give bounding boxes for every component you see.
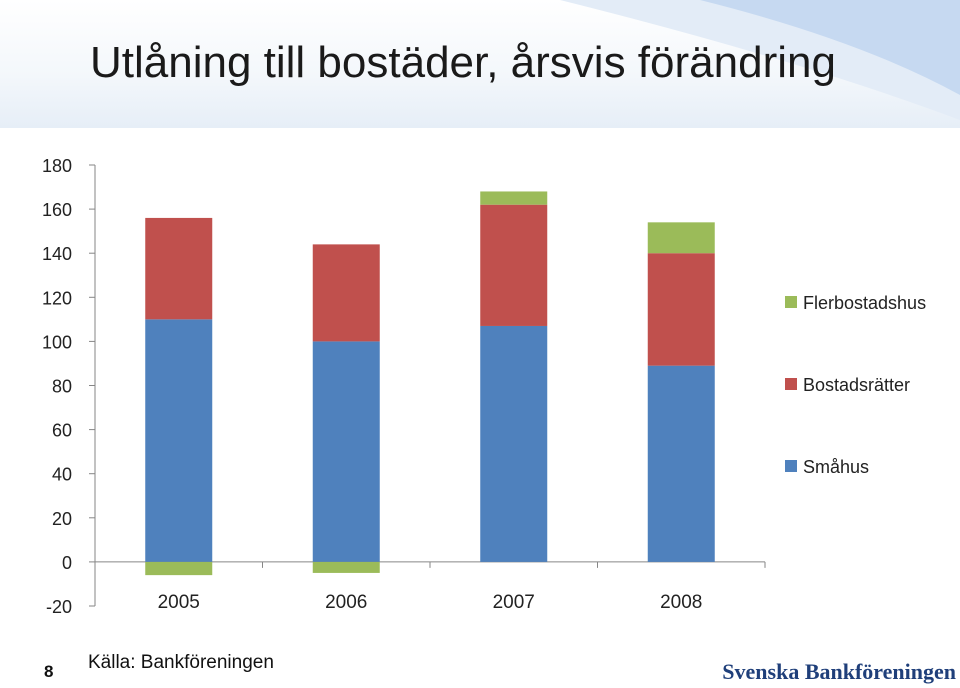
header-swoosh-graphic <box>560 0 960 120</box>
bar-bostadsr-tter-2006 <box>312 244 380 342</box>
bar-bostadsr-tter-2005 <box>145 217 213 320</box>
y-tick-label: 180 <box>42 156 72 176</box>
y-tick-label: 140 <box>42 244 72 264</box>
legend-label: Bostadsrätter <box>803 375 910 395</box>
y-tick-label: 20 <box>52 509 72 529</box>
source-note: Källa: Bankföreningen <box>88 652 274 673</box>
bar-sm-hus-2006 <box>312 341 380 562</box>
y-tick-label: 120 <box>42 288 72 308</box>
x-tick-label: 2008 <box>660 592 702 613</box>
legend-label: Flerbostadshus <box>803 293 926 313</box>
bar-sm-hus-2008 <box>647 365 715 562</box>
legend-label: Småhus <box>803 457 869 477</box>
legend-swatch <box>785 296 797 308</box>
page-number: 8 <box>44 662 54 681</box>
y-tick-label: 0 <box>62 553 72 573</box>
bar-sm-hus-2005 <box>145 319 213 562</box>
bar-flerbostadshus-2005 <box>145 561 213 576</box>
y-tick-label: 60 <box>52 421 72 441</box>
x-tick-label: 2007 <box>493 592 535 613</box>
bar-flerbostadshus-2007 <box>480 191 548 205</box>
x-tick-label: 2005 <box>158 592 200 613</box>
y-tick-label: 80 <box>52 377 72 397</box>
legend-swatch <box>785 378 797 390</box>
y-tick-label: 100 <box>42 332 72 352</box>
bar-bostadsr-tter-2007 <box>480 204 548 326</box>
brand-logo-text: Svenska Bankföreningen <box>722 659 956 684</box>
legend-swatch <box>785 460 797 472</box>
bar-sm-hus-2007 <box>480 325 548 562</box>
y-tick-label: -20 <box>46 597 72 617</box>
header-swoosh-front <box>700 0 960 95</box>
x-tick-label: 2006 <box>325 592 367 613</box>
slide-header <box>0 0 960 128</box>
bar-bostadsr-tter-2008 <box>647 253 715 366</box>
y-tick-label: 160 <box>42 200 72 220</box>
slide-title: Utlåning till bostäder, årsvis förändrin… <box>90 38 836 87</box>
y-tick-label: 40 <box>52 465 72 485</box>
bar-flerbostadshus-2008 <box>647 222 715 254</box>
bar-flerbostadshus-2006 <box>312 561 380 573</box>
